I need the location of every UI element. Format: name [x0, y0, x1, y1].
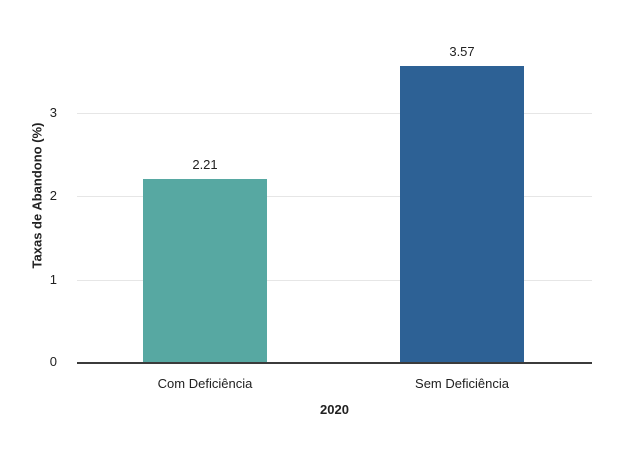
- gridline-3: [77, 113, 592, 114]
- y-tick-label-3: 3: [49, 105, 57, 120]
- bar-value-label: 3.57: [449, 43, 475, 59]
- y-tick-label-1: 1: [49, 272, 57, 287]
- gridline-1: [77, 280, 592, 281]
- bar-sem-deficiencia[interactable]: [400, 65, 524, 363]
- x-category-label-com-deficiencia: Com Deficiência: [157, 376, 253, 391]
- bar-value-label: 2.21: [192, 156, 218, 172]
- y-tick-label-0: 0: [49, 354, 57, 369]
- gridline-2: [77, 196, 592, 197]
- y-tick-label-2: 2: [49, 188, 57, 203]
- x-axis-title: 2020: [320, 402, 349, 417]
- x-category-label-sem-deficiencia: Sem Deficiência: [415, 376, 509, 391]
- bar-com-deficiencia[interactable]: [143, 178, 267, 363]
- x-axis-line: [77, 362, 592, 364]
